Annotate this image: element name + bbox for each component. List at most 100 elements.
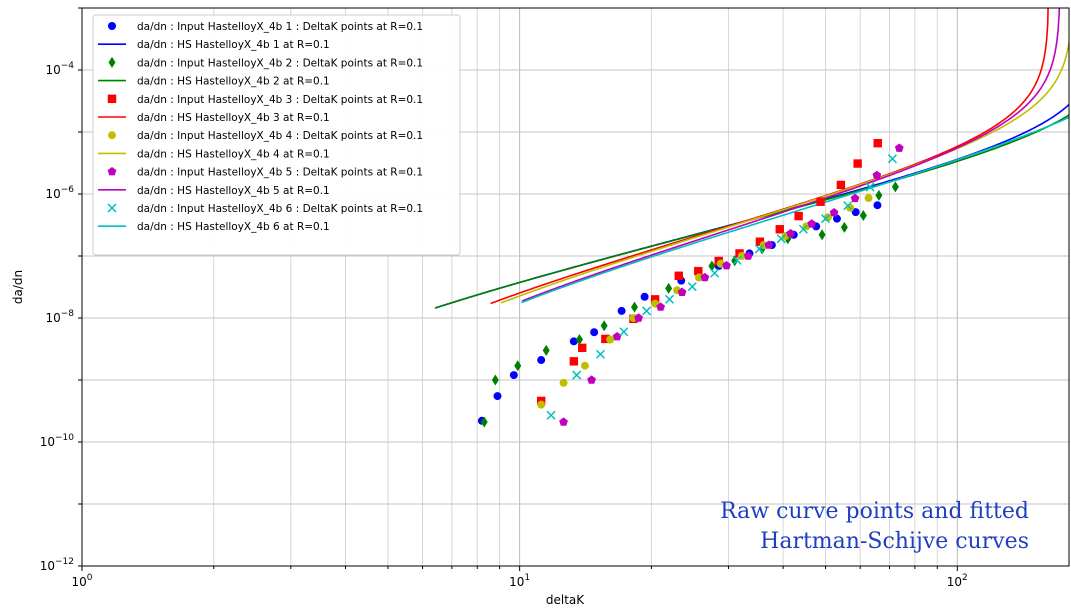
data-point [542,344,550,356]
y-axis-label: da/dn [11,270,25,304]
data-point [674,271,683,280]
legend-entry: da/dn : Input HastelloyX_4b 3 : DeltaK p… [107,94,423,106]
legend-entry: da/dn : HS HastelloyX_4b 5 at R=0.1 [98,185,330,197]
data-point [786,228,795,238]
data-point [872,170,882,180]
data-point [587,375,596,384]
data-point [731,255,739,267]
data-point [816,197,825,206]
data-point [821,214,831,224]
annotation: Raw curve points and fitted Hartman-Schi… [720,497,1029,557]
series-points [477,138,904,428]
series-line-10 [521,8,1061,302]
legend-marker-swatch [107,203,117,213]
legend-entry: da/dn : HS HastelloyX_4b 4 at R=0.1 [98,148,330,160]
data-point [891,181,899,193]
data-point [764,240,774,249]
legend-entry: da/dn : Input HastelloyX_4b 6 : DeltaK p… [107,203,423,215]
data-point [887,154,897,164]
data-point [559,417,568,426]
data-point [546,410,556,420]
data-point [537,400,546,409]
legend-entry: da/dn : HS HastelloyX_4b 6 at R=0.1 [98,221,330,233]
data-point [656,302,666,311]
data-point [687,282,697,292]
x-axis-label: deltaK [546,593,585,607]
data-point [590,328,599,337]
data-point [700,272,710,282]
legend-label: da/dn : HS HastelloyX_4b 1 at R=0.1 [137,39,330,51]
legend-marker-swatch [108,56,116,68]
y-tick-label: 10−4 [45,61,74,77]
series-line-4 [434,114,1069,309]
data-point [619,327,629,337]
data-point [755,237,765,246]
legend-entry: da/dn : HS HastelloyX_4b 2 at R=0.1 [98,76,330,88]
legend-marker-swatch [108,131,116,140]
legend-marker-swatch [107,167,117,176]
data-point [754,244,764,254]
data-point [836,180,846,190]
legend-label: da/dn : HS HastelloyX_4b 6 at R=0.1 [137,221,330,233]
legend-label: da/dn : Input HastelloyX_4b 6 : DeltaK p… [137,203,423,215]
data-point [708,260,716,272]
data-point [493,392,502,401]
data-point [631,301,639,313]
data-point [580,361,589,370]
y-tick-label: 10−8 [45,309,74,325]
data-point [859,210,867,222]
legend-label: da/dn : Input HastelloyX_4b 2 : DeltaK p… [137,57,423,69]
data-point [600,320,608,332]
data-point [853,159,862,168]
data-point [617,306,626,315]
legend-label: da/dn : HS HastelloyX_4b 5 at R=0.1 [137,185,330,197]
data-point [509,371,518,380]
data-point [595,349,606,359]
data-point [840,221,848,233]
y-tick-label: 10−12 [40,557,74,573]
data-point [665,282,673,294]
x-tick-label: 100 [71,573,92,589]
series-line-6 [490,8,1049,305]
legend-box [92,14,461,256]
data-point [851,208,860,217]
legend-label: da/dn : HS HastelloyX_4b 2 at R=0.1 [137,76,330,88]
data-point [606,335,615,344]
data-point [695,273,704,282]
data-point [601,334,610,344]
data-point [864,194,873,203]
legend-marker-swatch [107,94,117,103]
data-point [894,143,904,152]
data-point [732,255,742,265]
data-point [480,416,488,428]
data-point [722,261,731,270]
data-point [807,219,817,228]
data-point [640,292,649,301]
legend-label: da/dn : HS HastelloyX_4b 3 at R=0.1 [137,112,330,124]
data-point [873,138,882,148]
data-point [569,357,579,366]
x-tick-label: 102 [947,573,968,589]
data-point [829,208,839,217]
y-tick-label: 10−10 [40,433,75,449]
series-line-8 [500,37,1069,304]
y-ticks: 10−12 10−10 10−8 10−6 10−4 [40,7,82,573]
legend-entry: da/dn : Input HastelloyX_4b 2 : DeltaK p… [108,56,423,69]
data-point [710,268,720,278]
legend-label: da/dn : Input HastelloyX_4b 3 : DeltaK p… [137,94,423,106]
data-point [818,229,826,241]
legend-entry: da/dn : Input HastelloyX_4b 4 : DeltaK p… [108,130,423,142]
data-point [743,251,753,260]
data-point [873,201,882,210]
legend-entry: da/dn : Input HastelloyX_4b 1 : DeltaK p… [108,21,423,33]
x-tick-label: 101 [509,573,530,589]
legend-label: da/dn : Input HastelloyX_4b 5 : DeltaK p… [137,167,423,179]
data-point [694,266,703,276]
annotation-line-1: Raw curve points and fitted [720,499,1029,524]
series-lines [434,8,1069,309]
data-point [865,182,875,192]
data-point [491,374,499,386]
data-point [650,295,660,304]
data-point [514,360,522,372]
